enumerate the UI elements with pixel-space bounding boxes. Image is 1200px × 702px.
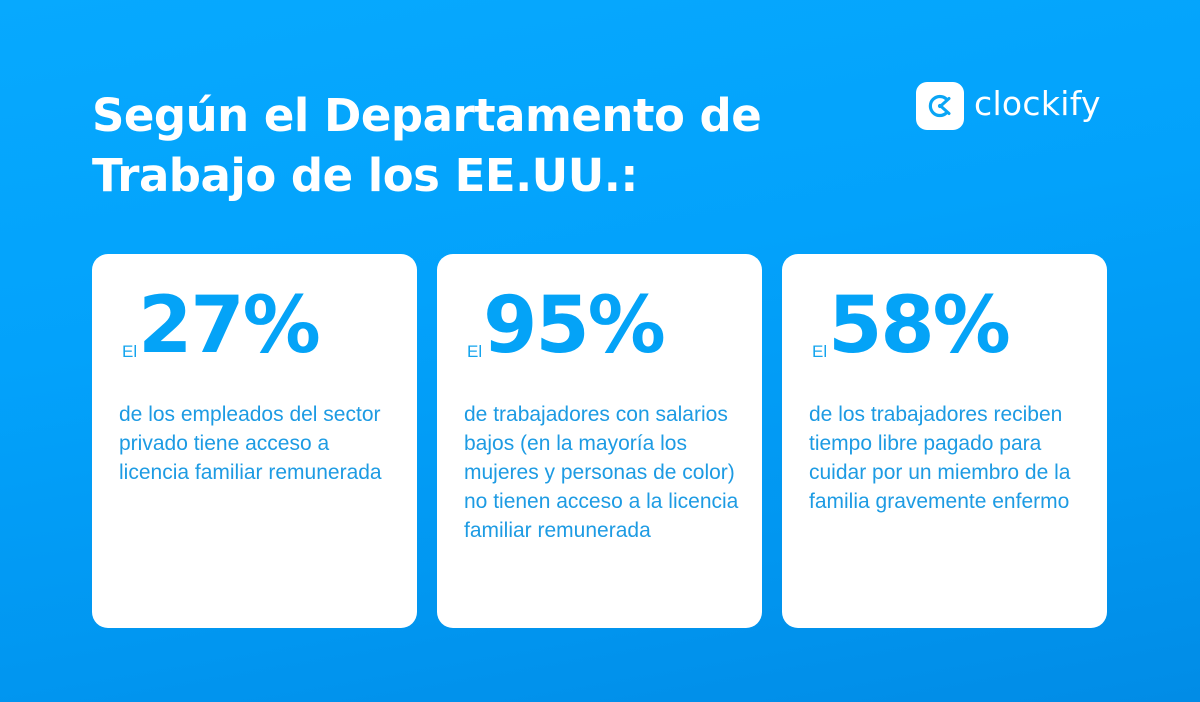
stat-description: de los trabajadores reciben tiempo libre…: [809, 403, 1071, 513]
page-title: Según el Departamento de Trabajo de los …: [92, 86, 852, 206]
stat-card-3: El 58% de los trabajadores reciben tiemp…: [782, 254, 1107, 628]
stat-prefix: El: [467, 342, 483, 361]
stat-card-1: El 27% de los empleados del sector priva…: [92, 254, 417, 628]
clockify-logo-icon: [916, 82, 964, 130]
stat-value: 95%: [483, 281, 666, 371]
title-line-1: Según el Departamento de: [92, 89, 762, 142]
stat-figure: El 58%: [812, 281, 1011, 371]
stat-figure: El 95%: [467, 281, 666, 371]
stat-card-2: El 95% de trabajadores con salarios bajo…: [437, 254, 762, 628]
title-line-2: Trabajo de los EE.UU.:: [92, 149, 638, 202]
clockify-logo: clockify: [916, 82, 1101, 130]
stat-prefix: El: [812, 342, 828, 361]
stat-value: 27%: [138, 281, 321, 371]
logo-text: clockify: [974, 84, 1101, 123]
stat-description: de trabajadores con salarios bajos (en l…: [464, 403, 739, 542]
stat-description: de los empleados del sector privado tien…: [119, 403, 382, 484]
stat-figure: El 27%: [122, 281, 321, 371]
stat-prefix: El: [122, 342, 138, 361]
stat-value: 58%: [828, 281, 1011, 371]
